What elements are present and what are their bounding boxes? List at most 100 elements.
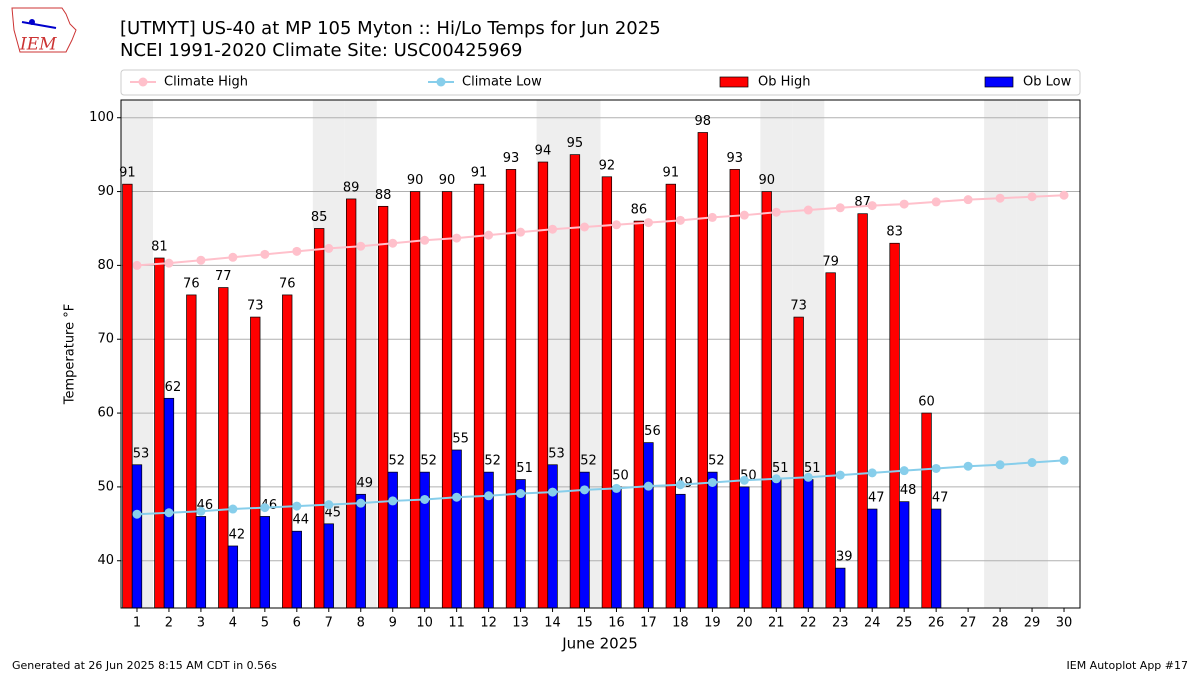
legend-label: Ob High [758,75,811,90]
data-label: 52 [484,454,501,469]
bar [665,183,676,609]
point [931,463,941,473]
legend-swatch [436,77,446,87]
point [675,215,685,225]
data-label: 48 [900,483,917,498]
footer-right: IEM Autoplot App #17 [1067,659,1189,672]
point [899,466,909,476]
x-tick-label: 4 [229,616,237,631]
x-tick-label: 23 [832,616,849,631]
legend-label: Ob Low [1023,75,1072,90]
point [516,489,526,499]
y-tick-label: 90 [97,184,114,199]
bar [186,294,197,609]
bar [441,191,453,609]
data-label: 85 [311,210,328,225]
legend-label: Climate Low [462,75,542,90]
bar [419,471,430,609]
data-label: 73 [790,299,807,314]
data-label: 90 [439,173,456,188]
point [260,503,270,513]
data-label: 94 [535,144,552,159]
x-tick-label: 26 [928,616,945,631]
point [643,481,653,491]
data-label: 56 [644,424,661,439]
point [867,201,877,211]
point [739,210,749,220]
chart-subtitle: NCEI 1991-2020 Climate Site: USC00425969 [120,40,522,61]
point [292,501,302,511]
point [356,241,366,251]
x-tick-label: 10 [416,616,433,631]
y-axis-label: Temperature °F [63,304,78,405]
point [164,508,174,518]
data-label: 42 [229,527,246,542]
point [803,205,813,215]
x-tick-label: 25 [896,616,913,631]
x-tick-label: 27 [960,616,977,631]
bar [601,176,613,609]
data-label: 52 [388,454,405,469]
x-tick-label: 16 [608,616,625,631]
bar [547,464,558,609]
point [771,474,781,484]
data-label: 91 [119,166,136,181]
bar [282,294,293,609]
x-tick-label: 19 [704,616,721,631]
legend-box [120,69,1081,96]
line [136,459,1065,516]
bar [633,220,645,609]
y-tick-label: 40 [97,553,114,568]
point [1059,455,1069,465]
bar [793,316,804,609]
point [516,227,526,237]
bar [355,493,366,609]
x-tick-label: 11 [448,616,465,631]
point [452,492,462,502]
data-label: 52 [420,454,437,469]
data-label: 53 [548,446,565,461]
bar [218,287,229,609]
x-tick-label: 15 [576,616,593,631]
data-label: 53 [133,446,150,461]
x-tick-label: 12 [480,616,497,631]
point [931,197,941,207]
y-tick-label: 70 [97,332,114,347]
chart-title: [UTMYT] US-40 at MP 105 Myton :: Hi/Lo T… [120,18,661,39]
point [707,477,717,487]
x-tick-label: 5 [261,616,269,631]
x-tick-label: 1 [133,616,141,631]
point [611,483,621,493]
bar [377,205,389,609]
data-label: 52 [708,454,725,469]
bar [707,471,718,609]
point [420,235,430,245]
point [388,238,398,248]
bar [761,191,772,609]
footer-left: Generated at 26 Jun 2025 8:15 AM CDT in … [12,659,277,672]
bar [931,508,942,609]
logo-icon [21,21,57,29]
bar [835,567,846,609]
data-label: 81 [151,240,168,255]
bar [857,213,868,609]
data-label: 89 [343,180,360,195]
bar [569,154,581,609]
data-label: 91 [471,166,488,181]
bar [473,183,485,609]
point [803,472,813,482]
x-tick-label: 21 [768,616,785,631]
data-label: 86 [631,203,648,218]
point [771,207,781,217]
legend-label: Climate High [164,75,248,90]
legend-swatch [984,76,1014,88]
plot-frame [120,99,1081,609]
point [899,199,909,209]
bar [675,493,686,609]
y-tick-label: 60 [97,406,114,421]
bar [195,516,207,609]
data-label: 49 [356,476,373,491]
point [324,500,334,510]
bar [611,486,622,609]
